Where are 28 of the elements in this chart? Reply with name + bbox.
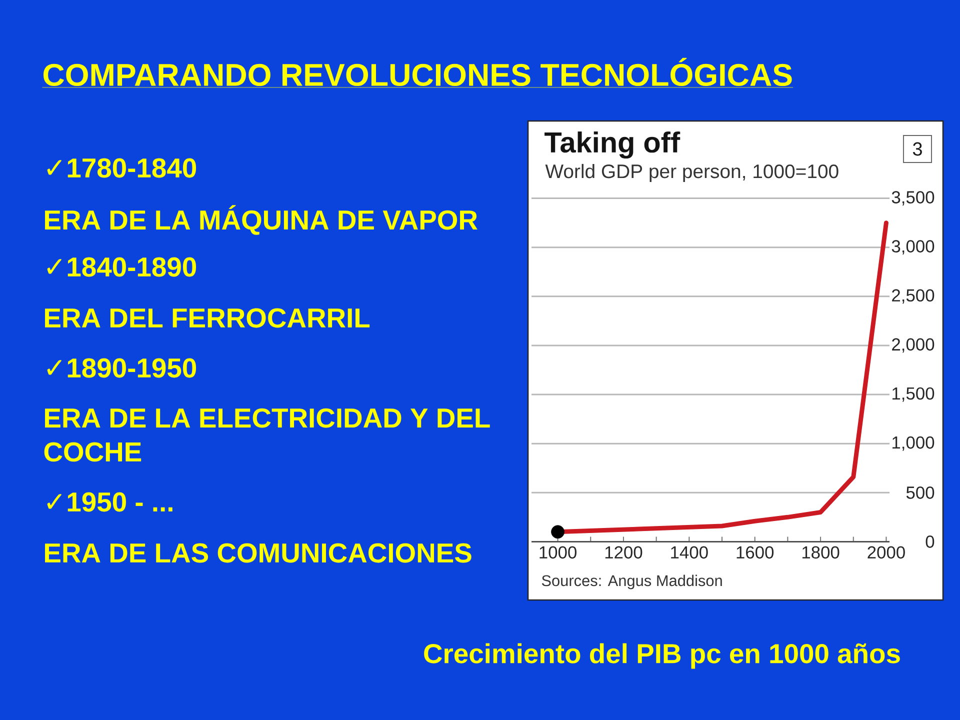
text: 3 (912, 142, 922, 156)
y-tick-label: 500 (906, 486, 934, 499)
x-tick-label: 1400 (671, 546, 708, 559)
text: ✓1890-1950 (47, 358, 196, 378)
chart-subtitle: World GDP per person, 1000=100 (545, 164, 838, 182)
text: Crecimiento del PIB pc en 1000 años (424, 643, 900, 669)
y-tick-label: 2,000 (892, 338, 934, 353)
text: ERA DE LAS COMUNICACIONES (45, 543, 472, 563)
y-tick-label: 3,000 (892, 240, 934, 255)
text: ✓1950 - ... (47, 492, 172, 512)
y-tick-label: 1,500 (892, 387, 934, 402)
text: ERA DE LA ELECTRICIDAD Y DEL COCHE (44, 408, 490, 462)
y-tick-label: 1,000 (892, 436, 934, 451)
x-tick-label: 1800 (802, 546, 840, 559)
text: ✓1780-1840 (47, 158, 196, 178)
text: ERA DEL FERROCARRIL (45, 308, 370, 328)
source-note: Sources: Angus Maddison (542, 574, 722, 590)
x-tick-label: 1000 (540, 546, 576, 559)
text: ✓1840-1890 (47, 257, 196, 277)
y-tick-label: 3,500 (892, 191, 934, 206)
x-tick-label: 1600 (736, 546, 774, 559)
x-tick-label: 2000 (868, 546, 905, 559)
text: COMPARANDO REVOLUCIONES TECNOLÓGICAS (43, 58, 792, 86)
chart-title: Taking off (544, 131, 680, 159)
x-tick-label: 1200 (605, 546, 642, 559)
text: ERA DE LA MÁQUINA DE VAPOR (45, 205, 478, 235)
y-tick-label: 2,500 (892, 289, 934, 304)
y-tick-label: 0 (926, 536, 934, 548)
